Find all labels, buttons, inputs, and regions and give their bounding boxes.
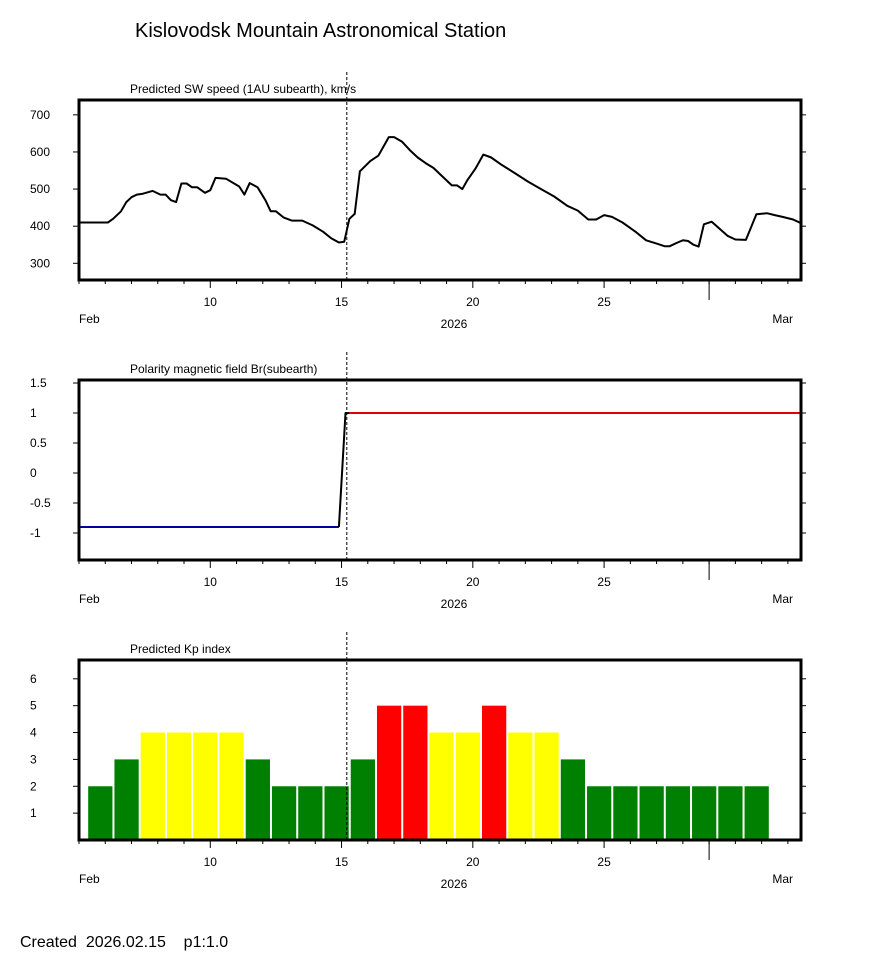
kp-index-bar: [429, 732, 454, 840]
kp-index-bar: [613, 786, 638, 840]
kp-index-frame: [77, 658, 803, 842]
kp-index-bar: [403, 705, 428, 840]
kp-index-y-tick-label: 3: [30, 752, 37, 766]
polarity-y-tick-label: 0: [30, 466, 37, 480]
polarity-x-tick-label: 20: [466, 575, 480, 589]
created-date: 2026.02.15: [85, 934, 166, 951]
sw-speed-x-end-label: Mar: [772, 312, 793, 326]
kp-index-y-tick-label: 1: [30, 806, 37, 820]
kp-index-bar: [376, 705, 402, 840]
kp-index-x-tick-label: 15: [335, 855, 349, 869]
polarity-x-axis-label: 2026: [441, 597, 468, 611]
sw-speed-title: Predicted SW speed (1AU subearth), km/s: [130, 82, 356, 96]
kp-index-x-tick-label: 20: [466, 855, 480, 869]
polarity-frame: [77, 378, 803, 562]
kp-index-y-tick-label: 4: [30, 726, 37, 740]
sw-speed-y-tick-label: 300: [30, 256, 50, 270]
polarity-y-tick-label: -1: [30, 526, 41, 540]
kp-index-bar: [508, 732, 533, 840]
version-label: p1:1.0: [183, 934, 229, 951]
sw-speed-panel: Predicted SW speed (1AU subearth), km/s 3…: [30, 72, 806, 331]
sw-speed-x-axis-label: 2026: [441, 317, 468, 331]
polarity-panel: Polarity magnetic field Br(subearth) -1 -0…: [30, 352, 806, 611]
kp-index-bar: [534, 732, 559, 840]
polarity-x-tick-label: 15: [335, 575, 349, 589]
created-label: Created: [20, 934, 77, 951]
polarity-y-tick-label: 1.5: [30, 376, 47, 390]
kp-index-bar: [587, 786, 612, 840]
kp-index-bar: [744, 786, 769, 840]
polarity-x-tick-label: 25: [597, 575, 611, 589]
polarity-y-tick-label: -0.5: [30, 496, 51, 510]
kp-index-title: Predicted Kp index: [130, 642, 231, 656]
kp-index-bar: [324, 786, 349, 840]
sw-speed-x-tick-label: 10: [204, 295, 218, 309]
polarity-title: Polarity magnetic field Br(subearth): [130, 362, 317, 376]
kp-index-bar: [560, 759, 586, 840]
kp-index-bar: [665, 786, 691, 840]
kp-index-bar: [298, 786, 323, 840]
polarity-x-tick-label: 10: [204, 575, 218, 589]
kp-index-x-end-label: Mar: [772, 872, 793, 886]
sw-speed-y-tick-label: 600: [30, 145, 50, 159]
kp-index-panel: Predicted Kp index 1 2 3 4 5 6 10 15 20 25 Feb Mar 20…: [30, 632, 806, 891]
kp-index-y-tick-label: 6: [30, 672, 37, 686]
kp-index-x-tick-label: 10: [204, 855, 218, 869]
kp-index-bar: [88, 786, 113, 840]
sw-speed-frame: [77, 98, 803, 282]
kp-index-x-axis-label: 2026: [441, 877, 468, 891]
polarity-x-end-label: Mar: [772, 592, 793, 606]
created-footer: Created 2026.02.15 p1:1.0: [20, 934, 228, 952]
kp-index-bar: [639, 786, 664, 840]
sw-speed-series-line: [79, 136, 802, 248]
polarity-y-tick-label: 0.5: [30, 436, 47, 450]
polarity-y-tick-label: 1: [30, 406, 37, 420]
sw-speed-y-tick-label: 500: [30, 182, 50, 196]
kp-index-x-start-label: Feb: [79, 872, 100, 886]
kp-index-bar: [166, 732, 192, 840]
page-title: Kislovodsk Mountain Astronomical Station: [135, 20, 507, 42]
kp-index-bar: [140, 732, 165, 840]
kp-index-bar: [219, 732, 244, 840]
kp-index-bar: [718, 786, 743, 840]
kp-index-bar: [350, 759, 375, 840]
kp-index-bar: [193, 732, 218, 840]
kp-index-bar: [455, 732, 481, 840]
kp-index-bar: [271, 786, 297, 840]
sw-speed-x-tick-label: 20: [466, 295, 480, 309]
polarity-series-line: [337, 412, 350, 528]
polarity-x-start-label: Feb: [79, 592, 100, 606]
sw-speed-y-tick-label: 400: [30, 219, 50, 233]
sw-speed-x-tick-label: 25: [597, 295, 611, 309]
kp-index-bar: [692, 786, 717, 840]
kp-index-bar: [114, 759, 139, 840]
kp-index-bar: [245, 759, 270, 840]
sw-speed-x-start-label: Feb: [79, 312, 100, 326]
sw-speed-y-tick-label: 700: [30, 108, 50, 122]
kp-index-bar: [482, 705, 507, 840]
kp-index-x-tick-label: 25: [597, 855, 611, 869]
kp-index-y-tick-label: 2: [30, 779, 37, 793]
sw-speed-x-tick-label: 15: [335, 295, 349, 309]
kp-index-y-tick-label: 5: [30, 699, 37, 713]
